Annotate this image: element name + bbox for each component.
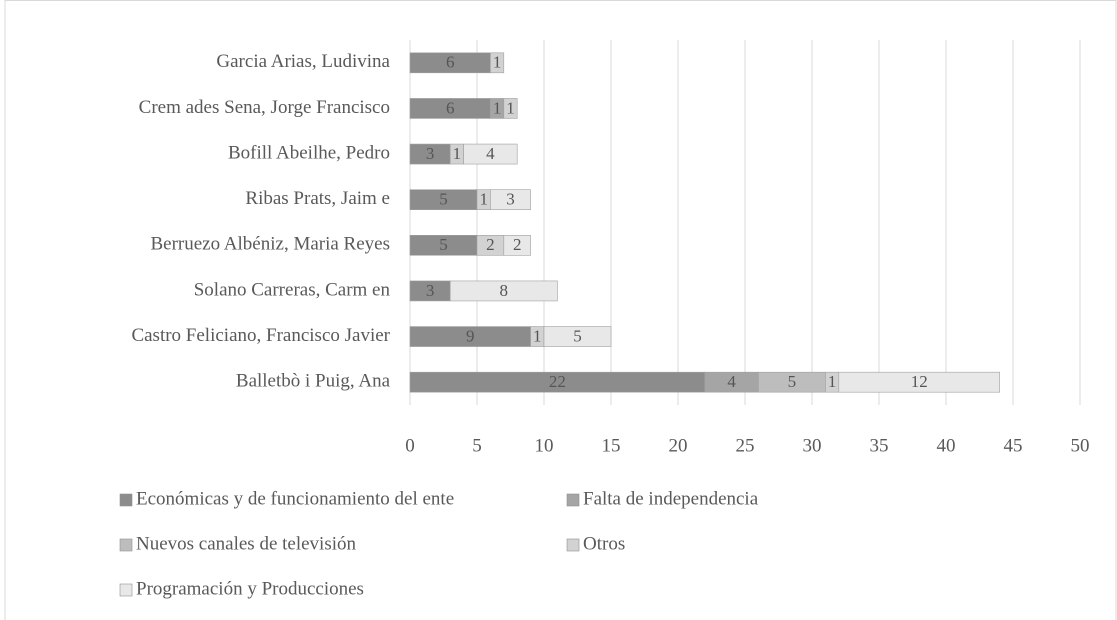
x-tick-label: 40 xyxy=(937,435,956,456)
data-label: 3 xyxy=(426,281,435,300)
data-label: 1 xyxy=(828,372,837,391)
bar-segment xyxy=(490,189,531,210)
legend-label: Otros xyxy=(583,533,625,554)
x-tick-label: 5 xyxy=(472,435,482,456)
data-label: 9 xyxy=(466,326,475,345)
data-label: 2 xyxy=(513,235,522,254)
data-label: 5 xyxy=(439,190,448,209)
x-tick-label: 0 xyxy=(405,435,415,456)
bar-segment xyxy=(463,143,518,165)
bar-segment xyxy=(490,52,505,74)
y-tick-label: Balletbò i Puig, Ana xyxy=(236,371,391,392)
bar-segment xyxy=(543,326,612,347)
legend-label: Económicas y de funcionamiento del ente xyxy=(136,488,454,509)
x-tick-label: 35 xyxy=(870,435,889,456)
data-label: 3 xyxy=(506,190,515,209)
data-label: 1 xyxy=(493,53,502,72)
data-label: 1 xyxy=(533,326,542,345)
x-tick-label: 50 xyxy=(1071,435,1090,456)
data-label: 12 xyxy=(911,372,928,391)
chart-border xyxy=(4,0,1117,620)
bar-segment xyxy=(503,98,518,119)
data-label: 22 xyxy=(549,372,566,391)
x-tick-label: 45 xyxy=(1004,435,1023,456)
y-tick-label: Berruezo Albéniz, Maria Reyes xyxy=(150,234,390,255)
legend-label: Falta de independencia xyxy=(583,488,759,509)
legend-label: Nuevos canales de televisión xyxy=(136,533,357,554)
bar-segment xyxy=(503,235,531,256)
x-tick-label: 15 xyxy=(602,435,621,456)
bar-segment xyxy=(838,371,1000,393)
y-tick-label: Castro Feliciano, Francisco Javier xyxy=(131,325,390,346)
data-label: 1 xyxy=(493,98,502,117)
y-tick-label: Bofill Abeilhe, Pedro xyxy=(228,142,390,163)
legend-swatch xyxy=(119,493,133,507)
y-tick-label: Solano Carreras, Carm en xyxy=(194,279,391,300)
x-tick-label: 30 xyxy=(803,435,822,456)
data-label: 4 xyxy=(727,372,736,391)
legend-label: Programación y Producciones xyxy=(136,578,364,599)
data-label: 8 xyxy=(500,281,509,300)
data-label: 2 xyxy=(486,235,495,254)
data-label: 5 xyxy=(439,235,448,254)
y-tick-label: Ribas Prats, Jaim e xyxy=(245,188,390,209)
bar-segment xyxy=(449,280,558,302)
data-label: 1 xyxy=(506,98,515,117)
x-tick-label: 25 xyxy=(736,435,755,456)
data-label: 1 xyxy=(479,190,488,209)
y-tick-label: Crem ades Sena, Jorge Francisco xyxy=(139,97,390,118)
legend-swatch xyxy=(566,493,580,507)
data-label: 5 xyxy=(573,326,582,345)
data-label: 6 xyxy=(446,98,455,117)
legend-swatch xyxy=(119,583,133,597)
y-tick-label: Garcia Arias, Ludivina xyxy=(216,51,390,72)
data-label: 3 xyxy=(426,144,435,163)
data-label: 5 xyxy=(788,372,797,391)
legend-swatch xyxy=(566,538,580,552)
x-tick-label: 20 xyxy=(669,435,688,456)
legend-swatch xyxy=(119,538,133,552)
data-label: 1 xyxy=(453,144,462,163)
data-label: 6 xyxy=(446,53,455,72)
x-tick-label: 10 xyxy=(535,435,554,456)
data-label: 4 xyxy=(486,144,495,163)
